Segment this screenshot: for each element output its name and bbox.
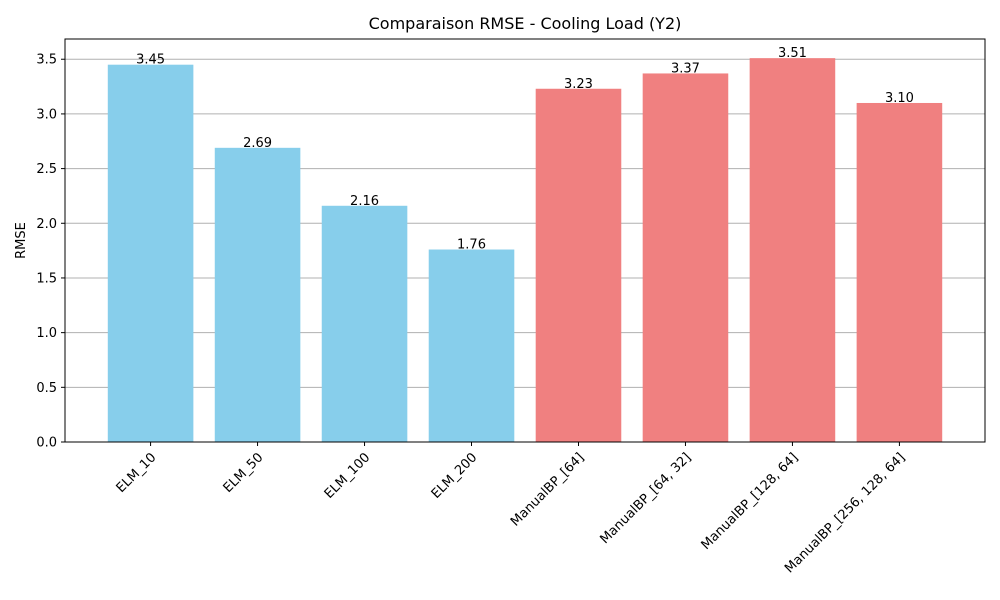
plot-frame	[64, 38, 986, 443]
bar	[428, 249, 515, 442]
bar-layer	[107, 58, 943, 443]
bar-value-label: 2.16	[350, 194, 379, 209]
y-tick-label: 0.0	[36, 436, 57, 451]
bar	[749, 58, 836, 442]
data-label-layer: 3.45 2.69 2.16 1.76 3.23 3.37 3.51 3.10	[136, 46, 914, 252]
y-tick-label: 2.5	[36, 162, 57, 177]
bar	[856, 102, 943, 443]
y-tick-label: 2.0	[36, 217, 57, 232]
y-tick-label: 3.0	[36, 107, 57, 122]
bar	[535, 88, 622, 443]
y-tick-label: 1.5	[36, 271, 57, 286]
bar-value-label: 2.69	[243, 136, 272, 151]
bar	[321, 205, 408, 442]
bar	[642, 73, 729, 442]
y-tick-label: 1.0	[36, 326, 57, 341]
y-axis-ticks: 0.0 0.5 1.0 1.5 2.0 2.5 3.0 3.5	[36, 53, 65, 451]
chart-title: Comparaison RMSE - Cooling Load (Y2)	[369, 14, 682, 33]
y-tick-label: 0.5	[36, 381, 57, 396]
y-axis-label: RMSE	[14, 222, 29, 259]
bar	[214, 147, 301, 442]
bar-value-label: 3.51	[778, 46, 807, 61]
bar-value-label: 3.23	[564, 77, 593, 92]
bar-value-label: 3.45	[136, 53, 165, 68]
bar-value-label: 3.37	[671, 61, 700, 76]
bar-value-label: 1.76	[457, 238, 486, 253]
bar-value-label: 3.10	[885, 91, 914, 106]
y-tick-label: 3.5	[36, 53, 57, 68]
bar	[107, 64, 194, 442]
